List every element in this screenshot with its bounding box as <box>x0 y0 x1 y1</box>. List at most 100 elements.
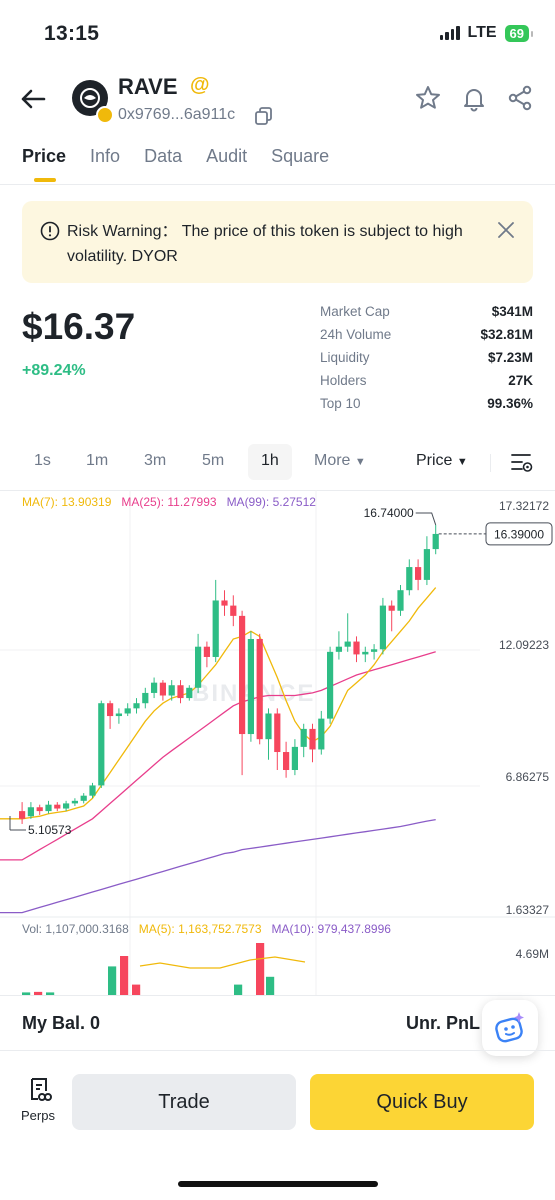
candle-down <box>221 600 228 606</box>
chevron-down-icon: ▼ <box>354 456 366 468</box>
stat-label: Liquidity <box>320 350 370 365</box>
perps-label[interactable]: Perps <box>21 1108 55 1123</box>
more-intervals-dropdown[interactable]: More ▼ <box>314 452 366 470</box>
perps-icon[interactable] <box>28 1077 54 1103</box>
quick-buy-button[interactable]: Quick Buy <box>310 1074 534 1130</box>
candle-up <box>265 713 272 740</box>
tab-audit[interactable]: Audit <box>206 146 248 166</box>
stat-row: Market Cap $341M <box>320 304 533 327</box>
candle-down <box>36 807 43 812</box>
interval-3m[interactable]: 3m <box>144 452 167 469</box>
at-icon: @ <box>190 74 210 96</box>
current-price-box <box>485 522 553 546</box>
my-balance: My Bal. 0 <box>22 1013 100 1034</box>
candle-up <box>318 718 325 750</box>
trade-button[interactable]: Trade <box>72 1074 296 1130</box>
interval-5m[interactable]: 5m <box>202 452 225 469</box>
stat-row: Liquidity $7.23M <box>320 350 533 373</box>
candle-up <box>27 807 34 817</box>
candle-up <box>186 687 193 699</box>
ma-legend: MA(7): 13.90319 MA(25): 11.27993 MA(99):… <box>22 495 316 509</box>
candle-down <box>353 641 360 655</box>
price-dropdown-label: Price <box>416 452 453 469</box>
copy-icon[interactable] <box>254 106 274 126</box>
candle-up <box>432 533 439 550</box>
share-icon[interactable] <box>506 84 534 112</box>
candle-down <box>274 713 281 753</box>
candle-down <box>309 728 316 750</box>
candle-down <box>239 615 246 735</box>
candle-up <box>327 651 334 719</box>
ai-assistant-icon <box>495 1012 524 1043</box>
ma99-line <box>0 818 436 914</box>
token-name: RAVE <box>118 74 178 99</box>
stat-value: $341M <box>491 304 533 319</box>
low-price-label: 5.10573 <box>28 823 72 837</box>
volume-bar-down <box>34 991 43 995</box>
candle-up <box>168 685 175 696</box>
chain-badge-icon <box>96 106 114 124</box>
volume-bar-up <box>22 992 31 995</box>
tab-price[interactable]: Price <box>22 146 67 166</box>
y-tick-label: 17.32172 <box>499 499 549 513</box>
candle-up <box>195 646 202 688</box>
battery-icon: 69 <box>504 24 534 42</box>
volume-bar-up <box>108 966 117 995</box>
interval-1m[interactable]: 1m <box>86 452 109 469</box>
stat-value: $7.23M <box>487 350 533 365</box>
star-icon[interactable] <box>414 84 442 112</box>
price-chart[interactable]: BINANCE17.3217212.092236.862751.6332716.… <box>0 490 555 995</box>
tab-info[interactable]: Info <box>90 146 121 166</box>
tab-square[interactable]: Square <box>271 146 330 166</box>
ma25-line <box>0 651 436 861</box>
candle-up <box>291 746 298 771</box>
candle-up <box>344 641 351 647</box>
tab-bar: Price Info Data Audit Square <box>22 146 353 167</box>
stat-label: Top 10 <box>320 396 361 411</box>
separator <box>490 454 491 472</box>
volume-legend-value: Vol: 1,107,000.3168 <box>22 922 129 936</box>
interval-1h[interactable]: 1h <box>261 452 279 469</box>
candle-up <box>89 785 96 796</box>
y-tick-label: 12.09223 <box>499 638 549 652</box>
candle-down <box>415 567 422 580</box>
candle-up <box>423 549 430 580</box>
risk-warning-text: Risk Warning： The price of this token is… <box>67 223 463 265</box>
stat-label: Holders <box>320 373 367 388</box>
current-price-label: 16.39000 <box>494 527 544 541</box>
ma7-legend: MA(7): 13.90319 <box>22 495 112 509</box>
y-tick-label: 6.86275 <box>506 770 550 784</box>
interval-1s[interactable]: 1s <box>34 452 51 469</box>
candle-up <box>247 638 254 735</box>
ma7-line <box>0 587 437 820</box>
chart-settings-icon[interactable] <box>510 452 534 474</box>
network-type: LTE <box>467 24 497 41</box>
ai-assistant-button[interactable] <box>482 1000 538 1056</box>
y-tick-label: 1.63327 <box>506 903 550 917</box>
close-icon[interactable] <box>496 220 516 240</box>
candle-down <box>177 685 184 699</box>
chevron-down-icon: ▼ <box>456 456 468 468</box>
stat-label: 24h Volume <box>320 327 392 342</box>
chart-top-divider <box>0 490 555 491</box>
candle-up <box>151 682 158 693</box>
candle-down <box>256 638 263 740</box>
volume-bar-down <box>120 956 129 995</box>
high-price-label: 16.74000 <box>364 506 414 520</box>
high-marker-line <box>415 512 437 526</box>
price-type-dropdown[interactable]: Price ▼ <box>416 452 468 470</box>
stat-value: 27K <box>508 373 533 388</box>
signal-icon <box>439 26 460 40</box>
risk-warning-banner <box>22 201 533 283</box>
volume-bar-up <box>234 984 243 995</box>
candle-down <box>159 682 166 696</box>
rave-logo-icon <box>80 88 100 108</box>
bell-icon[interactable] <box>460 84 488 112</box>
candle-up <box>397 590 404 611</box>
candle-up <box>115 713 122 717</box>
tab-data[interactable]: Data <box>144 146 183 166</box>
back-arrow-icon[interactable] <box>18 84 48 114</box>
home-indicator <box>178 1181 378 1187</box>
volume-bar-up <box>266 976 275 995</box>
ma99-legend: MA(99): 5.27512 <box>226 495 316 509</box>
